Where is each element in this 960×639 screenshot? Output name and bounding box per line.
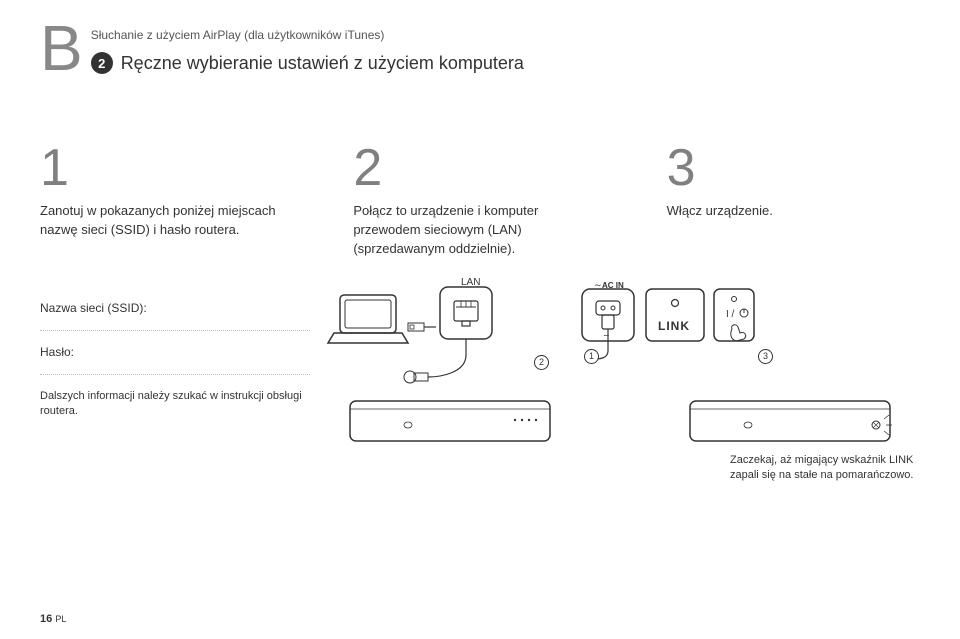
step-1-text: Zanotuj w pokazanych poniżej miejscach n… — [40, 202, 293, 240]
step-3-text: Włącz urządzenie. — [667, 202, 920, 221]
step-2-text: Połącz to urządzenie i komputer przewode… — [353, 202, 606, 259]
link-box-illustration — [646, 289, 704, 341]
page-country: PL — [55, 614, 66, 624]
svg-text:∼: ∼ — [603, 331, 610, 340]
step-badge-2: 2 — [91, 52, 113, 74]
form-note: Dalszych informacji należy szukać w inst… — [40, 389, 310, 420]
power-box-illustration: I / — [714, 289, 754, 347]
header: B Słuchanie z użyciem AirPlay (dla użytk… — [40, 22, 920, 74]
circle-3-badge: 3 — [758, 349, 773, 364]
header-texts: Słuchanie z użyciem AirPlay (dla użytkow… — [91, 28, 524, 74]
page-footer: 16 PL — [40, 613, 66, 625]
step-1-number: 1 — [40, 142, 293, 194]
svg-text:I /: I / — [726, 309, 735, 320]
step-3: 3 Włącz urządzenie. — [667, 142, 920, 259]
page-number: 16 — [40, 613, 52, 625]
steps-row: 1 Zanotuj w pokazanych poniżej miejscach… — [40, 142, 920, 259]
step-2-number: 2 — [353, 142, 606, 194]
ssid-label: Nazwa sieci (SSID): — [40, 301, 310, 315]
section-letter: B — [40, 23, 83, 74]
header-subtitle: Słuchanie z użyciem AirPlay (dla użytkow… — [91, 28, 524, 42]
lower-row: Nazwa sieci (SSID): Hasło: Dalszych info… — [40, 301, 920, 501]
link-label: LINK — [658, 319, 690, 333]
circle-1-badge: 1 — [584, 349, 599, 364]
header-title: Ręczne wybieranie ustawień z użyciem kom… — [121, 53, 524, 74]
illustration-column: LAN — [340, 301, 920, 501]
password-line — [40, 361, 310, 375]
circle-2-badge: 2 — [534, 355, 549, 370]
form-column: Nazwa sieci (SSID): Hasło: Dalszych info… — [40, 301, 310, 501]
laptop-lan-illustration — [330, 287, 530, 397]
step-3-number: 3 — [667, 142, 920, 194]
step-1: 1 Zanotuj w pokazanych poniżej miejscach… — [40, 142, 293, 259]
step3-note: Zaczekaj, aż migający wskaźnik LINK zapa… — [730, 453, 930, 484]
step-2: 2 Połącz to urządzenie i komputer przewo… — [353, 142, 606, 259]
password-label: Hasło: — [40, 345, 310, 359]
ssid-line — [40, 317, 310, 331]
speaker-device-left — [350, 393, 560, 453]
header-main: 2 Ręczne wybieranie ustawień z użyciem k… — [91, 52, 524, 74]
speaker-device-right — [690, 393, 900, 453]
